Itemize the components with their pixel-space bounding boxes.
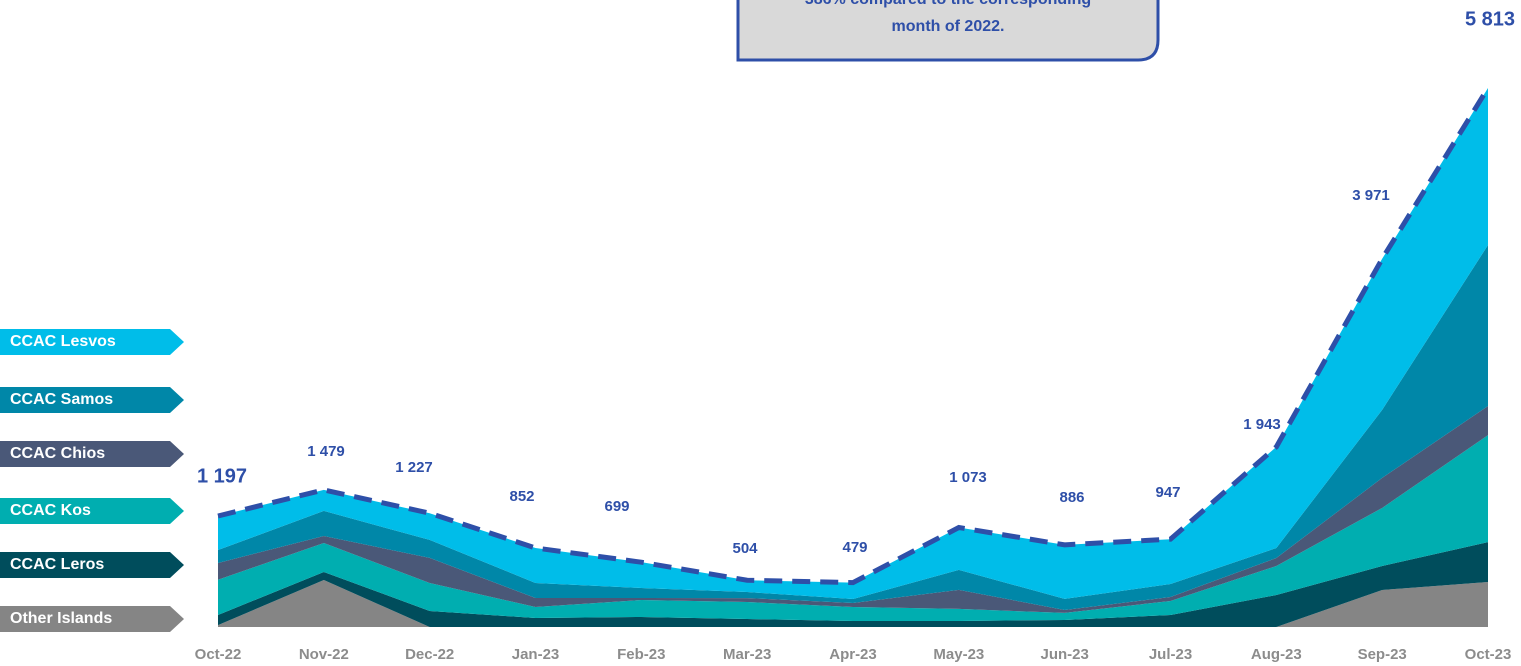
legend-label: CCAC Lesvos <box>10 333 116 350</box>
total-label: 5 813 <box>1465 8 1515 30</box>
legend-swatch <box>0 606 184 632</box>
total-label: 1 227 <box>395 459 433 476</box>
total-label: 1 073 <box>949 469 987 486</box>
x-tick-label: Jul-23 <box>1149 646 1192 663</box>
total-label: 886 <box>1059 489 1084 506</box>
legend-label: CCAC Chios <box>10 445 105 462</box>
x-tick-label: Dec-22 <box>405 646 454 663</box>
x-tick-label: Feb-23 <box>617 646 665 663</box>
legend-label: CCAC Kos <box>10 502 91 519</box>
total-label: 3 971 <box>1352 187 1390 204</box>
annotation-box: 386% compared to the corresponding month… <box>736 0 1160 62</box>
legend-swatch <box>0 387 184 413</box>
annotation-frame <box>736 0 1160 62</box>
total-line <box>217 86 1491 586</box>
legend-label: CCAC Samos <box>10 391 113 408</box>
x-tick-label: Jun-23 <box>1040 646 1088 663</box>
total-label: 1 943 <box>1243 416 1281 433</box>
total-label: 479 <box>842 539 867 556</box>
x-tick-label: Nov-22 <box>299 646 349 663</box>
x-tick-label: Aug-23 <box>1251 646 1302 663</box>
legend-label: CCAC Leros <box>10 556 104 573</box>
x-tick-label: Apr-23 <box>829 646 877 663</box>
area <box>218 579 1488 627</box>
total-label: 504 <box>732 540 758 557</box>
x-tick-label: Mar-23 <box>723 646 771 663</box>
total-label: 947 <box>1155 484 1180 501</box>
legend-swatch <box>0 441 184 467</box>
total-label: 1 479 <box>307 443 345 460</box>
x-tick-label: May-23 <box>933 646 984 663</box>
plot: 1 197 1 479 1 227 852 699 504 479 1 073 886 947 1 … <box>0 8 1515 663</box>
x-tick-label: Jan-23 <box>512 646 560 663</box>
x-tick-label: Oct-23 <box>1465 646 1512 663</box>
total-label: 1 197 <box>197 465 247 487</box>
x-tick-label: Sep-23 <box>1358 646 1407 663</box>
total-label: 699 <box>604 498 629 515</box>
total-label: 852 <box>509 488 534 505</box>
annotation-line: 386% compared to the corresponding <box>805 0 1091 8</box>
x-tick-label: Oct-22 <box>195 646 242 663</box>
annotation-line: month of 2022. <box>892 18 1005 35</box>
legend-swatch <box>0 498 184 524</box>
legend-label: Other Islands <box>10 610 112 627</box>
legend-swatch <box>0 329 184 355</box>
legend-swatch <box>0 552 184 578</box>
